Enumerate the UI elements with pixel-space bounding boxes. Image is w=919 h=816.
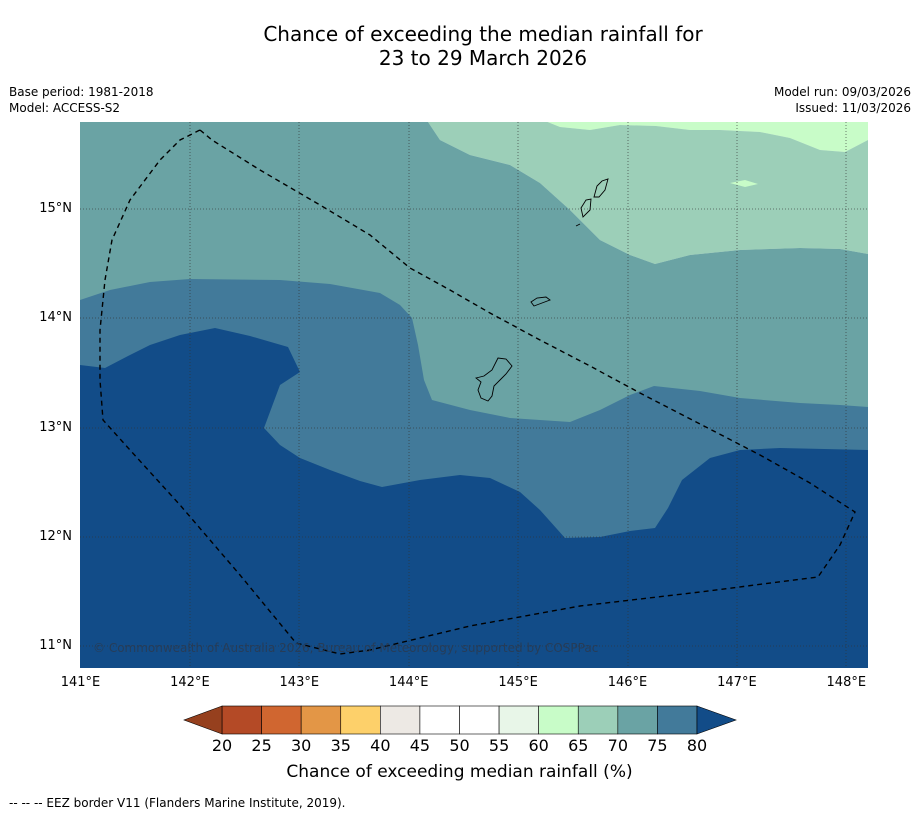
cbar-tick-35: 35 — [330, 736, 351, 755]
contour-fields — [80, 122, 868, 668]
colorbar — [183, 705, 737, 735]
cbar-tick-20: 20 — [211, 736, 233, 755]
lat-label-13: 13°N — [39, 419, 72, 435]
colorbar-segment — [261, 705, 302, 735]
copyright-notice: © Commonwealth of Australia 2026, Bureau… — [93, 641, 599, 655]
model-run: Model run: 09/03/2026 — [773, 85, 911, 99]
cbar-tick-70: 70 — [607, 736, 628, 755]
colorbar-segment — [617, 705, 658, 735]
colorbar-segment — [459, 705, 500, 735]
band-60-65-patch — [730, 180, 758, 187]
map-title: Chance of exceeding the median rainfall … — [0, 22, 919, 70]
band-65-70 — [428, 122, 868, 264]
cbar-tick-75: 75 — [647, 736, 668, 755]
model-name: Model: ACCESS-S2 — [9, 101, 121, 115]
issued-date: Issued: 11/03/2026 — [795, 101, 911, 115]
colorbar-under-arrow — [183, 705, 223, 735]
lon-label-148: 148°E — [826, 675, 867, 690]
title-line-1: Chance of exceeding the median rainfall … — [263, 22, 703, 46]
islands — [475, 178, 609, 402]
colorbar-over-arrow — [696, 705, 737, 735]
eez-footnote: -- -- -- EEZ border V11 (Flanders Marine… — [9, 796, 346, 810]
colorbar-segment — [577, 705, 619, 735]
tinian-island — [580, 198, 592, 218]
guam-island — [475, 357, 513, 402]
lon-label-141: 141°E — [60, 675, 101, 690]
cbar-tick-60: 60 — [528, 736, 549, 755]
lon-label-145: 145°E — [498, 675, 538, 690]
cbar-tick-25: 25 — [251, 736, 272, 755]
colorbar-segment — [538, 705, 579, 735]
eez-border — [99, 129, 856, 655]
meta-right: Model run: 09/03/2026 Issued: 11/03/2026 — [774, 84, 911, 116]
base-period: Base period: 1981-2018 — [9, 85, 154, 99]
colorbar-title: Chance of exceeding median rainfall (%) — [286, 762, 633, 782]
colorbar-segment — [340, 705, 381, 735]
lat-label-12: 12°N — [39, 528, 72, 544]
cbar-tick-40: 40 — [370, 736, 391, 755]
cbar-tick-80: 80 — [686, 736, 708, 755]
cbar-tick-55: 55 — [488, 736, 510, 755]
title-line-2: 23 to 29 March 2026 — [378, 46, 588, 70]
colorbar-segment — [380, 705, 421, 735]
cbar-tick-30: 30 — [290, 736, 312, 755]
cbar-tick-50: 50 — [449, 736, 470, 755]
band-60-65 — [547, 122, 868, 152]
lat-lon-grid — [80, 122, 868, 668]
colorbar-segment — [498, 705, 539, 735]
colorbar-segment — [419, 705, 460, 735]
band-75-80-patch — [170, 122, 300, 130]
colorbar-segment — [657, 705, 698, 735]
lon-label-144: 144°E — [388, 675, 429, 690]
rota-island — [530, 296, 551, 307]
lon-label-146: 146°E — [607, 675, 648, 690]
meta-left: Base period: 1981-2018 Model: ACCESS-S2 — [9, 84, 154, 116]
lat-label-11: 11°N — [39, 638, 72, 654]
lon-label-147: 147°E — [717, 675, 757, 690]
cbar-tick-45: 45 — [409, 736, 431, 755]
colorbar-segment — [221, 705, 262, 735]
band-above-80 — [80, 328, 868, 668]
lat-label-15: 15°N — [39, 201, 72, 216]
lat-label-14: 14°N — [39, 310, 72, 326]
lon-label-142: 142°E — [170, 675, 210, 690]
lon-label-143: 143°E — [279, 675, 320, 690]
saipan-island — [593, 178, 609, 198]
colorbar-segment — [300, 705, 342, 735]
aguijan-island — [575, 223, 581, 227]
cbar-tick-65: 65 — [568, 736, 589, 755]
